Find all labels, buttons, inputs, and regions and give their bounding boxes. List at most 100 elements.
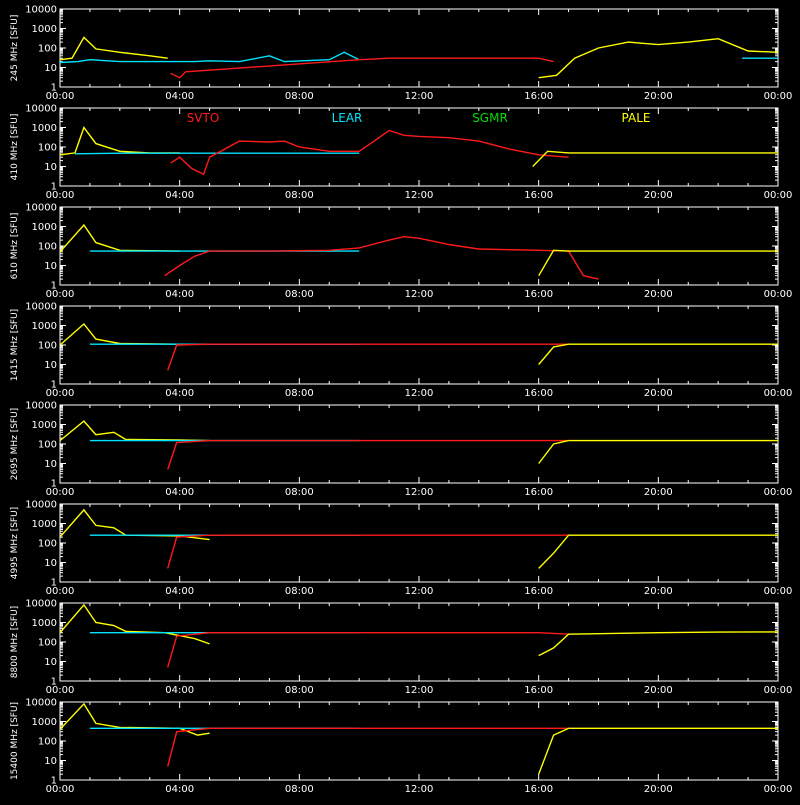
x-tick-label: 08:00 — [285, 586, 314, 597]
series-line-pale — [538, 37, 778, 79]
y-tick-label: 1000 — [32, 618, 57, 629]
panel-frame — [59, 404, 779, 484]
y-tick-label: 1 — [51, 182, 57, 193]
series-line-pale — [60, 223, 180, 253]
x-tick-label: 00:00 — [764, 289, 793, 300]
y-tick-label: 10000 — [25, 302, 57, 313]
x-tick-label: 12:00 — [405, 388, 434, 399]
y-tick-label: 1 — [51, 380, 57, 391]
series-line-svto — [167, 343, 569, 371]
y-tick-label: 100 — [38, 341, 57, 352]
y-axis-label: 610 MHz [SFU] — [10, 213, 20, 280]
x-tick-label: 08:00 — [285, 685, 314, 696]
legend-lear: LEAR — [332, 111, 363, 125]
series-line-pale — [538, 727, 778, 775]
x-tick-label: 12:00 — [405, 289, 434, 300]
y-tick-label: 10 — [44, 261, 57, 272]
y-axis-label: 4995 MHz [SFU] — [10, 507, 20, 579]
series-line-svto — [167, 439, 569, 470]
series-line-svto — [167, 534, 569, 569]
x-tick-label: 20:00 — [644, 289, 673, 300]
x-tick-label: 00:00 — [764, 586, 793, 597]
y-tick-label: 1 — [51, 776, 57, 787]
x-tick-label: 00:00 — [764, 388, 793, 399]
y-axis-label: 245 MHz [SFU] — [10, 15, 20, 82]
x-tick-label: 00:00 — [764, 685, 793, 696]
x-tick-label: 20:00 — [644, 487, 673, 498]
y-tick-label: 10 — [44, 360, 57, 371]
y-tick-label: 10 — [44, 63, 57, 74]
x-tick-label: 12:00 — [405, 91, 434, 102]
legend-svto: SVTO — [187, 111, 220, 125]
series-line-pale — [538, 631, 778, 657]
series-line-svto — [167, 632, 569, 668]
x-tick-label: 16:00 — [524, 784, 553, 795]
series-line-svto — [170, 57, 554, 79]
x-tick-label: 04:00 — [165, 388, 194, 399]
legend-pale: PALE — [622, 111, 651, 125]
x-tick-label: 04:00 — [165, 685, 194, 696]
x-tick-label: 00:00 — [764, 91, 793, 102]
series-line-lear — [74, 152, 360, 155]
y-tick-label: 10000 — [25, 104, 57, 115]
y-tick-label: 1000 — [32, 519, 57, 530]
x-tick-label: 08:00 — [285, 91, 314, 102]
y-tick-label: 1000 — [32, 420, 57, 431]
y-tick-label: 10 — [44, 756, 57, 767]
x-tick-label: 12:00 — [405, 487, 434, 498]
y-tick-label: 1 — [51, 83, 57, 94]
x-tick-label: 20:00 — [644, 784, 673, 795]
y-tick-label: 1 — [51, 281, 57, 292]
y-tick-label: 100 — [38, 143, 57, 154]
panel-frame — [59, 305, 779, 385]
x-tick-label: 00:00 — [46, 586, 75, 597]
x-tick-label: 00:00 — [46, 784, 75, 795]
panel-frame — [59, 107, 779, 187]
y-tick-label: 1000 — [32, 24, 57, 35]
y-tick-label: 100 — [38, 440, 57, 451]
y-tick-label: 10000 — [25, 401, 57, 412]
y-tick-label: 100 — [38, 539, 57, 550]
y-tick-label: 1000 — [32, 717, 57, 728]
x-tick-label: 08:00 — [285, 784, 314, 795]
y-tick-label: 100 — [38, 242, 57, 253]
series-line-pale — [60, 126, 180, 156]
x-tick-label: 16:00 — [524, 388, 553, 399]
x-tick-label: 04:00 — [165, 190, 194, 201]
x-tick-label: 00:00 — [46, 289, 75, 300]
x-tick-label: 00:00 — [46, 487, 75, 498]
y-axis-label: 15400 MHz [SFU] — [10, 702, 20, 780]
series-line-lear — [60, 51, 360, 64]
panel-frame — [59, 503, 779, 583]
x-tick-label: 04:00 — [165, 487, 194, 498]
series-line-pale — [538, 249, 778, 277]
series-line-svto — [164, 235, 599, 280]
series-line-pale — [538, 343, 778, 365]
x-tick-label: 16:00 — [524, 289, 553, 300]
y-tick-label: 100 — [38, 737, 57, 748]
x-tick-label: 00:00 — [46, 685, 75, 696]
y-tick-label: 100 — [38, 44, 57, 55]
x-tick-label: 08:00 — [285, 289, 314, 300]
series-line-pale — [60, 702, 210, 736]
x-tick-label: 00:00 — [46, 388, 75, 399]
x-tick-label: 08:00 — [285, 388, 314, 399]
y-tick-label: 100 — [38, 638, 57, 649]
x-tick-label: 04:00 — [165, 91, 194, 102]
x-tick-label: 12:00 — [405, 586, 434, 597]
x-tick-label: 12:00 — [405, 784, 434, 795]
x-tick-label: 16:00 — [524, 487, 553, 498]
y-axis-label: 2695 MHz [SFU] — [10, 408, 20, 480]
series-line-pale — [60, 322, 180, 346]
x-tick-label: 16:00 — [524, 91, 553, 102]
y-tick-label: 1 — [51, 479, 57, 490]
x-tick-label: 04:00 — [165, 289, 194, 300]
panel-frame — [59, 701, 779, 781]
x-tick-label: 00:00 — [46, 91, 75, 102]
y-tick-label: 10000 — [25, 203, 57, 214]
